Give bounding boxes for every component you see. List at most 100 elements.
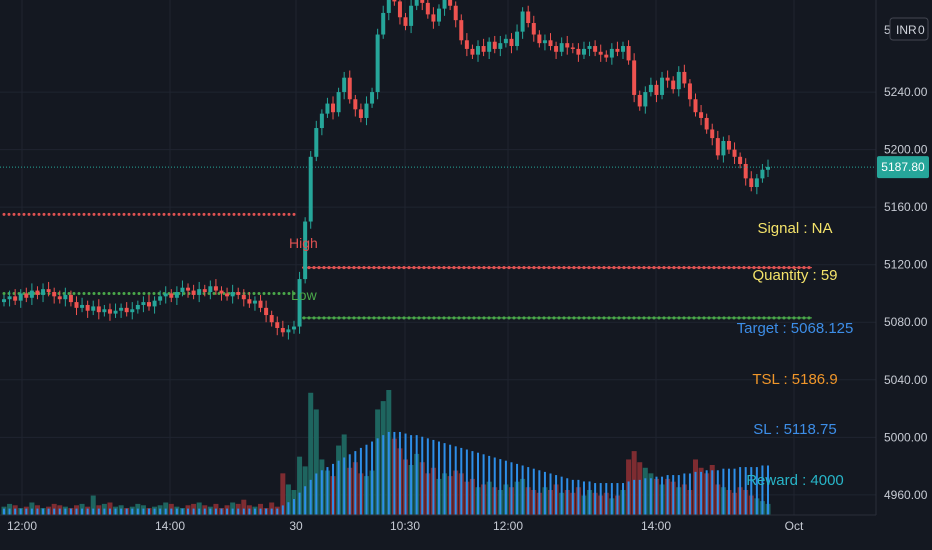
candle-body — [364, 103, 369, 118]
candle-body — [464, 40, 469, 49]
volume-average-bar — [432, 439, 435, 515]
volume-average-bar — [58, 508, 61, 515]
candle-body — [63, 294, 68, 300]
candle-body — [286, 329, 291, 333]
candle-body — [425, 2, 430, 15]
high-level-dot — [457, 265, 461, 270]
signal-label: Signal : NA — [757, 220, 832, 237]
low-level-dot — [412, 316, 416, 320]
candle-body — [699, 112, 704, 118]
candle-body — [414, 0, 419, 6]
low-level-dot — [97, 291, 101, 295]
low-level-dot — [387, 316, 391, 320]
high-level-dot — [687, 265, 691, 270]
candle-body — [448, 0, 453, 6]
low-level-dot — [687, 316, 691, 320]
volume-average-bar — [655, 476, 658, 515]
candle-body — [241, 294, 246, 300]
low-level-dot — [637, 316, 641, 320]
volume-average-bar — [426, 438, 429, 515]
volume-bar — [285, 484, 291, 515]
low-level-dot — [357, 316, 361, 320]
high-level-dot — [277, 212, 281, 216]
low-level-dot — [432, 316, 436, 320]
currency-badge[interactable] — [889, 17, 929, 41]
low-level-dot — [557, 316, 561, 320]
candle-body — [593, 46, 598, 52]
low-level-dot — [652, 316, 656, 320]
grid-lines — [0, 0, 876, 515]
volume-average-bar — [248, 508, 251, 515]
high-level-dot — [622, 265, 626, 270]
candle-body — [375, 34, 380, 93]
high-level-dot — [347, 265, 351, 270]
candle-body — [107, 309, 112, 314]
candle-body — [749, 178, 754, 188]
high-level-dot — [587, 265, 591, 270]
volume-bars — [1, 390, 771, 515]
candle-body — [660, 77, 665, 95]
high-level-dot — [137, 212, 141, 216]
low-level-dot — [707, 316, 711, 320]
candle-body — [331, 103, 336, 113]
low-level-dot — [292, 291, 296, 295]
high-level-dot — [727, 265, 731, 270]
volume-average-bar — [727, 468, 730, 515]
low-level-dot — [507, 316, 511, 320]
candle-body — [325, 103, 330, 114]
high-level-dot — [197, 212, 201, 216]
candle-body — [308, 156, 313, 222]
high-level-dot — [577, 265, 581, 270]
low-level-dot — [702, 316, 706, 320]
volume-average-bar — [616, 483, 619, 515]
high-level-dot — [652, 265, 656, 270]
high-level-dot — [787, 265, 791, 270]
volume-average-bar — [711, 470, 714, 515]
high-level-dot — [582, 265, 586, 270]
candle-body — [721, 140, 726, 156]
candle-body — [353, 99, 358, 110]
low-level-dot — [467, 316, 471, 320]
x-tick-label: 12:00 — [493, 519, 523, 533]
volume-average-bar — [421, 436, 424, 515]
high-level-dot — [67, 212, 71, 216]
volume-average-bar — [510, 462, 513, 515]
time-axis[interactable]: 12:00 14:00 30 10:30 12:00 14:00 Oct — [0, 514, 876, 533]
low-level-dot — [732, 316, 736, 320]
volume-average-bar — [610, 483, 613, 515]
high-level-dot — [732, 265, 736, 270]
low-level-dot — [377, 316, 381, 320]
high-level-dot — [802, 265, 806, 270]
candle-body — [219, 290, 224, 294]
volume-average-bar — [599, 483, 602, 515]
volume-average-bar — [326, 467, 329, 515]
volume-average-bar — [332, 463, 335, 515]
low-level-dot — [622, 316, 626, 320]
volume-average-bar — [309, 479, 312, 515]
high-level-dot — [557, 265, 561, 270]
candle-body — [565, 43, 570, 48]
candle-body — [197, 289, 202, 295]
candle-body — [174, 292, 179, 298]
volume-average-bar — [131, 508, 134, 515]
high-level-dot — [337, 265, 341, 270]
low-level-dot — [262, 291, 266, 295]
x-tick-label: Oct — [785, 519, 804, 533]
candle-body — [503, 38, 508, 44]
high-level-dot — [512, 265, 516, 270]
high-level-dot — [92, 212, 96, 216]
price-axis[interactable]: 5240.00 5200.00 5160.00 5120.00 5080.00 5040.… — [875, 0, 932, 550]
candle-body — [626, 46, 631, 61]
candle-body — [102, 309, 107, 313]
low-level-dot — [642, 316, 646, 320]
candle-body — [431, 14, 436, 22]
high-level-dot — [552, 265, 556, 270]
currency-clip-digit: 0 — [918, 23, 925, 37]
y-tick-label: 5080.00 — [884, 315, 928, 329]
high-level-dot — [627, 265, 631, 270]
high-level-dot — [342, 265, 346, 270]
low-level-dot — [567, 316, 571, 320]
candle-body — [548, 40, 553, 47]
candle-body — [531, 23, 536, 35]
